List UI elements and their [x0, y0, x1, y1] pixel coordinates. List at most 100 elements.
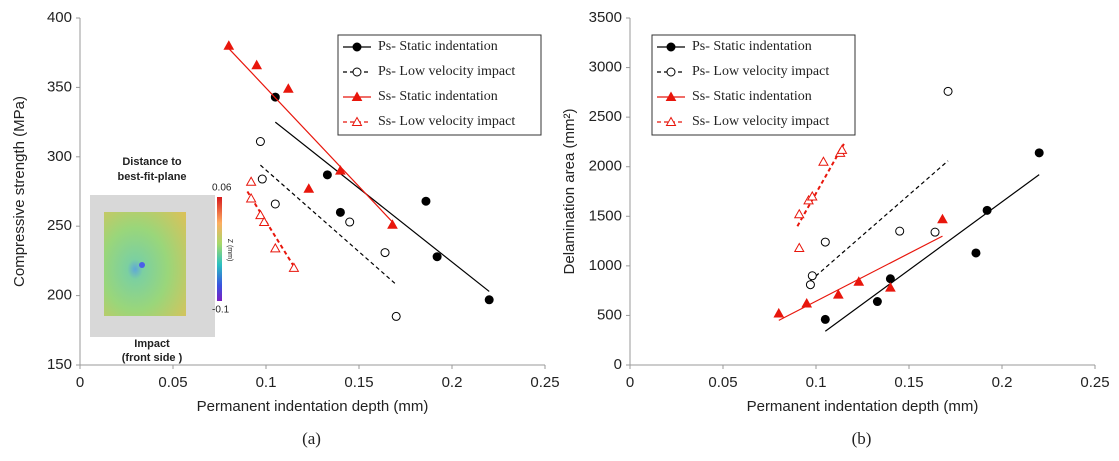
- point: [322, 170, 332, 180]
- y-tick-label: 300: [47, 148, 72, 165]
- inset-footer: Impact: [134, 338, 170, 350]
- y-tick-label: 2000: [589, 158, 622, 175]
- trend-line: [824, 174, 1040, 332]
- trend-line: [796, 143, 845, 227]
- y-tick-label: 3500: [589, 9, 622, 26]
- trend-line: [260, 164, 397, 285]
- caption: (b): [852, 429, 872, 448]
- legend-label: Ss- Low velocity impact: [692, 114, 829, 129]
- point: [971, 248, 981, 258]
- point: [937, 213, 948, 224]
- point: [872, 297, 882, 307]
- impact-spot: [139, 262, 145, 268]
- legend-marker: [665, 91, 677, 101]
- legend-marker: [351, 91, 363, 101]
- y-axis-label: Compressive strength (MPa): [11, 96, 28, 287]
- point: [421, 196, 431, 206]
- point: [335, 165, 346, 175]
- point: [895, 226, 905, 236]
- x-tick-label: 0.1: [256, 374, 277, 391]
- legend-label: Ps- Low velocity impact: [378, 64, 515, 79]
- legend-label: Ps- Low velocity impact: [692, 64, 829, 79]
- x-tick-label: 0: [626, 374, 634, 391]
- legend-label: Ss- Static indentation: [378, 89, 498, 104]
- point: [484, 295, 494, 305]
- point: [805, 280, 815, 290]
- inset-footer: (front side ): [122, 352, 183, 364]
- point: [258, 216, 270, 227]
- point: [885, 274, 895, 284]
- point: [251, 59, 263, 70]
- legend-box: [337, 34, 542, 136]
- point: [820, 314, 830, 324]
- point: [801, 298, 813, 308]
- x-tick-label: 0.25: [1080, 374, 1109, 391]
- y-tick-label: 2500: [589, 108, 622, 125]
- point: [245, 176, 257, 186]
- point: [806, 190, 818, 201]
- trend-line: [274, 121, 490, 292]
- legend-marker: [352, 67, 362, 77]
- point: [793, 208, 805, 219]
- y-axis-label: Delamination area (mm²): [561, 109, 578, 275]
- point: [270, 199, 280, 209]
- y-tick-label: 400: [47, 9, 72, 26]
- legend-label: Ss- Static indentation: [692, 89, 812, 104]
- legend-marker: [666, 42, 676, 52]
- point: [255, 209, 266, 220]
- point: [982, 205, 992, 215]
- legend-marker: [666, 67, 676, 77]
- point: [335, 207, 345, 217]
- x-tick-label: 0.1: [806, 374, 827, 391]
- x-tick-label: 0.15: [894, 374, 923, 391]
- point: [820, 237, 830, 247]
- trend-line: [228, 48, 393, 223]
- point: [282, 83, 294, 93]
- y-tick-label: 350: [47, 78, 72, 95]
- legend-marker: [352, 42, 362, 52]
- inset-map: [104, 212, 186, 316]
- colorbar: [217, 197, 222, 301]
- x-tick-label: 0.25: [530, 374, 559, 391]
- point: [885, 282, 896, 292]
- point: [807, 271, 817, 281]
- colorbar-min: -0.1: [212, 305, 230, 316]
- point: [943, 86, 953, 96]
- point: [257, 174, 267, 184]
- inset-title: best-fit-plane: [117, 171, 186, 183]
- legend-marker: [665, 116, 677, 126]
- point: [380, 248, 390, 258]
- point: [288, 262, 300, 272]
- point: [387, 219, 398, 229]
- y-tick-label: 200: [47, 287, 72, 304]
- point: [818, 156, 829, 166]
- x-tick-label: 0.15: [344, 374, 373, 391]
- point: [836, 144, 848, 154]
- point: [773, 307, 785, 318]
- y-tick-label: 500: [597, 306, 622, 323]
- point: [245, 192, 257, 203]
- x-tick-label: 0.2: [442, 374, 463, 391]
- x-axis-label: Permanent indentation depth (mm): [197, 398, 429, 415]
- legend-marker: [351, 116, 363, 126]
- point: [832, 289, 844, 299]
- y-tick-label: 0: [614, 356, 622, 373]
- inset-title: Distance to: [122, 156, 182, 168]
- point: [255, 137, 265, 147]
- trend-line: [778, 235, 943, 321]
- x-tick-label: 0.05: [708, 374, 737, 391]
- point: [1034, 148, 1044, 158]
- point: [345, 217, 355, 227]
- point: [853, 276, 865, 286]
- legend-label: Ps- Static indentation: [692, 39, 812, 54]
- legend-label: Ps- Static indentation: [378, 39, 498, 54]
- trend-line: [246, 190, 295, 267]
- point: [303, 183, 315, 193]
- y-tick-label: 150: [47, 356, 72, 373]
- point: [223, 40, 235, 50]
- y-tick-label: 3000: [589, 59, 622, 76]
- colorbar-label: Z (mm): [226, 239, 233, 262]
- y-tick-label: 250: [47, 217, 72, 234]
- x-axis-label: Permanent indentation depth (mm): [747, 398, 979, 415]
